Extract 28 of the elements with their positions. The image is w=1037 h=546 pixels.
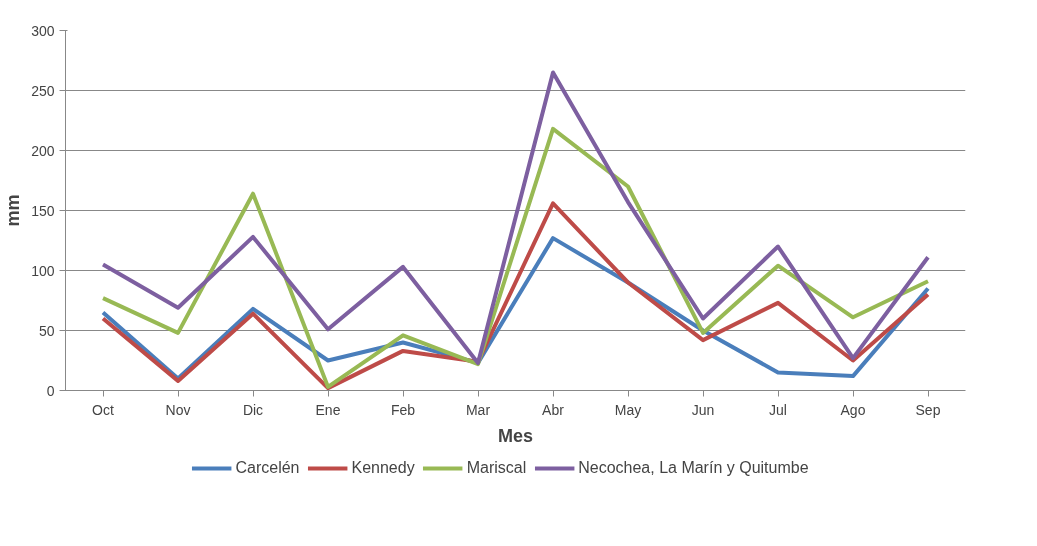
x-tick-label: Oct bbox=[92, 401, 114, 418]
x-axis-title: Mes bbox=[497, 425, 534, 446]
y-tick-label: 200 bbox=[31, 142, 55, 159]
legend-label: Mariscal bbox=[466, 459, 527, 477]
line-series bbox=[101, 201, 930, 391]
x-tick-label: Ago bbox=[840, 401, 866, 418]
y-tick-label: 250 bbox=[31, 82, 55, 99]
y-tick-label: 50 bbox=[38, 322, 55, 339]
y-axis-title: mm bbox=[3, 194, 24, 227]
x-tick-label: Feb bbox=[390, 401, 416, 418]
x-tick-label: Nov bbox=[165, 401, 191, 418]
legend-label: Carcelén bbox=[235, 459, 300, 477]
x-tick-label: Sep bbox=[915, 401, 941, 418]
x-tick-label: Ene bbox=[315, 401, 341, 418]
legend-label: Kennedy bbox=[351, 459, 415, 477]
y-tick-label: 100 bbox=[31, 262, 55, 279]
legend-label: Necochea, La Marín y Quitumbe bbox=[578, 459, 809, 477]
x-tick-label: May bbox=[614, 401, 642, 418]
x-tick-label: Dic bbox=[242, 401, 264, 418]
y-tick-label: 150 bbox=[31, 202, 55, 219]
x-tick-label: Jun bbox=[691, 401, 715, 418]
line-series bbox=[101, 70, 930, 365]
line-series bbox=[101, 126, 930, 389]
x-tick-label: Jul bbox=[769, 401, 787, 418]
y-tick-label: 300 bbox=[31, 22, 55, 39]
y-tick-label: 0 bbox=[46, 382, 55, 399]
x-tick-label: Mar bbox=[465, 401, 491, 418]
x-tick-label: Abr bbox=[542, 401, 565, 418]
